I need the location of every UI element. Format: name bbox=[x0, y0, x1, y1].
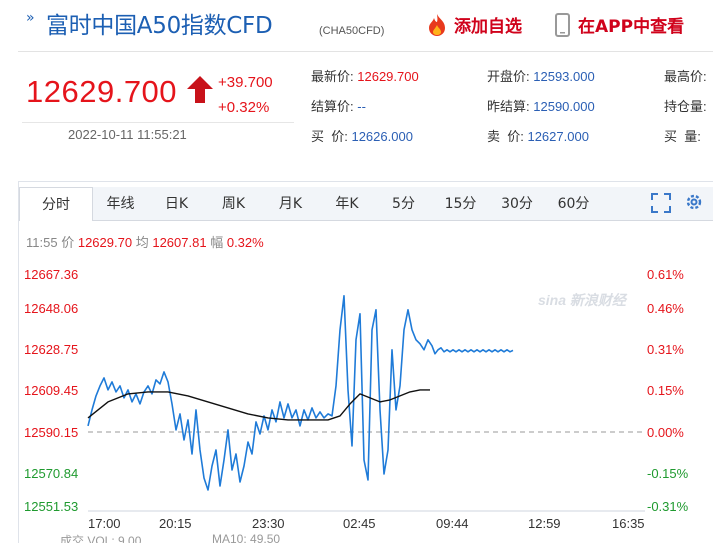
x-tick-label: 20:15 bbox=[159, 516, 192, 531]
field-label: 卖 价: bbox=[487, 129, 524, 144]
info-price-label: 价 bbox=[61, 235, 75, 250]
crosshair-info: 11:55 价 12629.70 均 12607.81 幅 0.32% bbox=[26, 232, 264, 251]
quote-timestamp: 2022-10-11 11:55:21 bbox=[68, 127, 187, 142]
page-title: 富时中国A50指数CFD bbox=[46, 13, 273, 39]
arrow-up-icon bbox=[187, 76, 213, 103]
info-range: 0.32% bbox=[226, 235, 264, 250]
x-tick-label: 12:59 bbox=[528, 516, 561, 531]
tab-5min[interactable]: 5分 bbox=[392, 196, 415, 212]
field-label: 买 量: bbox=[664, 129, 701, 144]
y-tick-label: 12609.45 bbox=[24, 383, 79, 398]
field-label: 开盘价: bbox=[487, 69, 530, 84]
header-divider bbox=[18, 51, 713, 52]
field-label: 最新价: bbox=[311, 69, 354, 84]
pct-tick-label: -0.31% bbox=[647, 499, 689, 514]
open-in-app-button[interactable]: 在APP中查看 bbox=[555, 12, 684, 37]
field-label: 结算价: bbox=[311, 99, 354, 114]
ask-price-field: 卖 价: 12627.000 bbox=[487, 126, 589, 145]
info-time: 11:55 bbox=[26, 235, 58, 250]
sina-watermark: sina 新浪财经 bbox=[538, 292, 626, 308]
field-value: 12627.000 bbox=[527, 129, 589, 144]
y-tick-label: 12667.36 bbox=[24, 267, 79, 282]
change-percent: +0.32% bbox=[218, 99, 270, 116]
pct-tick-label: 0.15% bbox=[647, 383, 684, 398]
pct-tick-label: 0.31% bbox=[647, 342, 684, 357]
pct-tick-label: -0.15% bbox=[647, 466, 689, 481]
flame-icon bbox=[429, 13, 445, 36]
title-bar: » 富时中国A50指数CFD (CHA50CFD) 添加自选 在APP中查看 bbox=[0, 0, 713, 52]
field-label: 昨结算: bbox=[487, 99, 530, 114]
high-price-field: 最高价: bbox=[664, 66, 707, 85]
field-label: 持仓量: bbox=[664, 99, 707, 114]
y-tick-label: 12551.53 bbox=[24, 499, 79, 514]
x-tick-label: 16:35 bbox=[612, 516, 645, 531]
info-range-label: 幅 bbox=[210, 235, 224, 250]
change-amount: +39.700 bbox=[218, 74, 273, 91]
tab-year-line[interactable]: 年线 bbox=[106, 196, 135, 212]
tab-intraday[interactable]: 分时 bbox=[19, 187, 93, 221]
info-price: 12629.70 bbox=[77, 235, 133, 250]
x-tick-label: 02:45 bbox=[343, 516, 376, 531]
prev-settle-field: 昨结算: 12590.000 bbox=[487, 96, 595, 115]
tab-monthly-k[interactable]: 月K bbox=[278, 196, 303, 212]
bid-volume-field: 买 量: bbox=[664, 126, 701, 145]
double-chevron-icon: » bbox=[26, 10, 35, 26]
x-tick-label: 09:44 bbox=[436, 516, 469, 531]
open-price-field: 开盘价: 12593.000 bbox=[487, 66, 595, 85]
field-value: 12629.700 bbox=[357, 69, 419, 84]
field-label: 买 价: bbox=[311, 129, 348, 144]
x-tick-label: 17:00 bbox=[88, 516, 121, 531]
field-value: 12590.000 bbox=[533, 99, 595, 114]
volume-label: 成交 VOL: 9.00 bbox=[60, 534, 142, 543]
pct-tick-label: 0.61% bbox=[647, 267, 684, 282]
ma-label: MA10: 49.50 bbox=[212, 532, 281, 543]
chart-panel bbox=[18, 181, 713, 543]
field-value: 12626.000 bbox=[351, 129, 413, 144]
tab-weekly-k[interactable]: 周K bbox=[221, 196, 246, 212]
bid-price-field: 买 价: 12626.000 bbox=[311, 126, 413, 145]
y-tick-label: 12628.75 bbox=[24, 342, 79, 357]
y-tick-label: 12590.15 bbox=[24, 425, 79, 440]
field-value: 12593.000 bbox=[533, 69, 595, 84]
pct-tick-label: 0.46% bbox=[647, 301, 684, 316]
open-interest-field: 持仓量: bbox=[664, 96, 707, 115]
phone-icon bbox=[555, 12, 570, 37]
add-favorite-button[interactable]: 添加自选 bbox=[426, 12, 522, 37]
y-tick-label: 12648.06 bbox=[24, 301, 79, 316]
instrument-code: (CHA50CFD) bbox=[319, 25, 385, 37]
field-value: -- bbox=[357, 99, 366, 114]
tab-daily-k[interactable]: 日K bbox=[164, 196, 189, 212]
tab-30min[interactable]: 30分 bbox=[501, 196, 533, 212]
pct-tick-label: 0.00% bbox=[647, 425, 684, 440]
tab-15min[interactable]: 15分 bbox=[444, 196, 477, 212]
settings-gear-icon[interactable] bbox=[684, 191, 704, 213]
info-avg-label: 均 bbox=[135, 235, 149, 250]
tab-yearly-k[interactable]: 年K bbox=[335, 196, 359, 212]
period-tabs: 分时 年线 日K 周K 月K 年K 5分 15分 30分 60分 bbox=[19, 187, 602, 221]
latest-price-field: 最新价: 12629.700 bbox=[311, 66, 419, 85]
settle-price-field: 结算价: -- bbox=[311, 96, 366, 115]
price-change: +39.700 +0.32% bbox=[218, 70, 273, 120]
current-price: 12629.700 bbox=[26, 74, 178, 109]
y-tick-label: 12570.84 bbox=[24, 466, 79, 481]
tab-60min[interactable]: 60分 bbox=[557, 196, 590, 212]
add-favorite-label: 添加自选 bbox=[454, 17, 522, 37]
period-tabbar bbox=[19, 187, 713, 221]
price-divider bbox=[22, 122, 294, 123]
fullscreen-icon[interactable] bbox=[651, 193, 671, 213]
info-avg: 12607.81 bbox=[152, 235, 207, 250]
field-label: 最高价: bbox=[664, 69, 707, 84]
open-in-app-label: 在APP中查看 bbox=[578, 17, 685, 37]
x-tick-label: 23:30 bbox=[252, 516, 285, 531]
